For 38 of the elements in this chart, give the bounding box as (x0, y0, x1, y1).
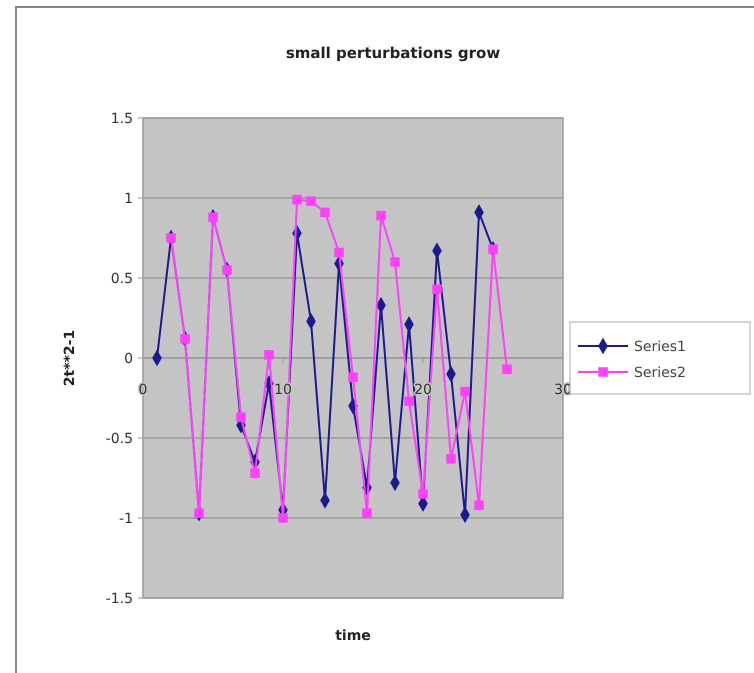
point (264, 350, 274, 360)
point (474, 500, 484, 510)
point (404, 396, 414, 406)
point (194, 508, 204, 518)
y-tick-label: 1.5 (110, 111, 133, 127)
point (348, 372, 358, 382)
y-tick-label: -1.5 (106, 591, 133, 607)
y-tick-label: -1 (119, 511, 133, 527)
point (418, 489, 428, 499)
point (334, 248, 344, 258)
point (278, 513, 288, 523)
point (502, 364, 512, 374)
y-tick-label: 0.5 (110, 271, 133, 287)
chart-title: small perturbations grow (286, 44, 500, 62)
point (208, 212, 218, 222)
point (432, 284, 442, 294)
y-tick-label: 1 (124, 191, 133, 207)
point (180, 334, 190, 344)
point (166, 233, 176, 243)
y-axis-title: 2t**2-1 (62, 330, 78, 386)
y-tick-label: -0.5 (106, 431, 133, 447)
legend-label: Series2 (634, 365, 686, 381)
point (250, 468, 260, 478)
point (460, 386, 470, 396)
point (390, 257, 400, 267)
point (446, 454, 456, 464)
point (236, 412, 246, 422)
point (292, 194, 302, 204)
legend-label: Series1 (634, 339, 686, 355)
point (376, 210, 386, 220)
point (362, 508, 372, 518)
point (306, 196, 316, 206)
x-axis-title: time (335, 628, 371, 644)
x-tick-label: 0 (138, 382, 148, 398)
point (488, 244, 498, 254)
point (320, 208, 330, 218)
point (222, 265, 232, 275)
y-tick-label: 0 (124, 351, 133, 367)
